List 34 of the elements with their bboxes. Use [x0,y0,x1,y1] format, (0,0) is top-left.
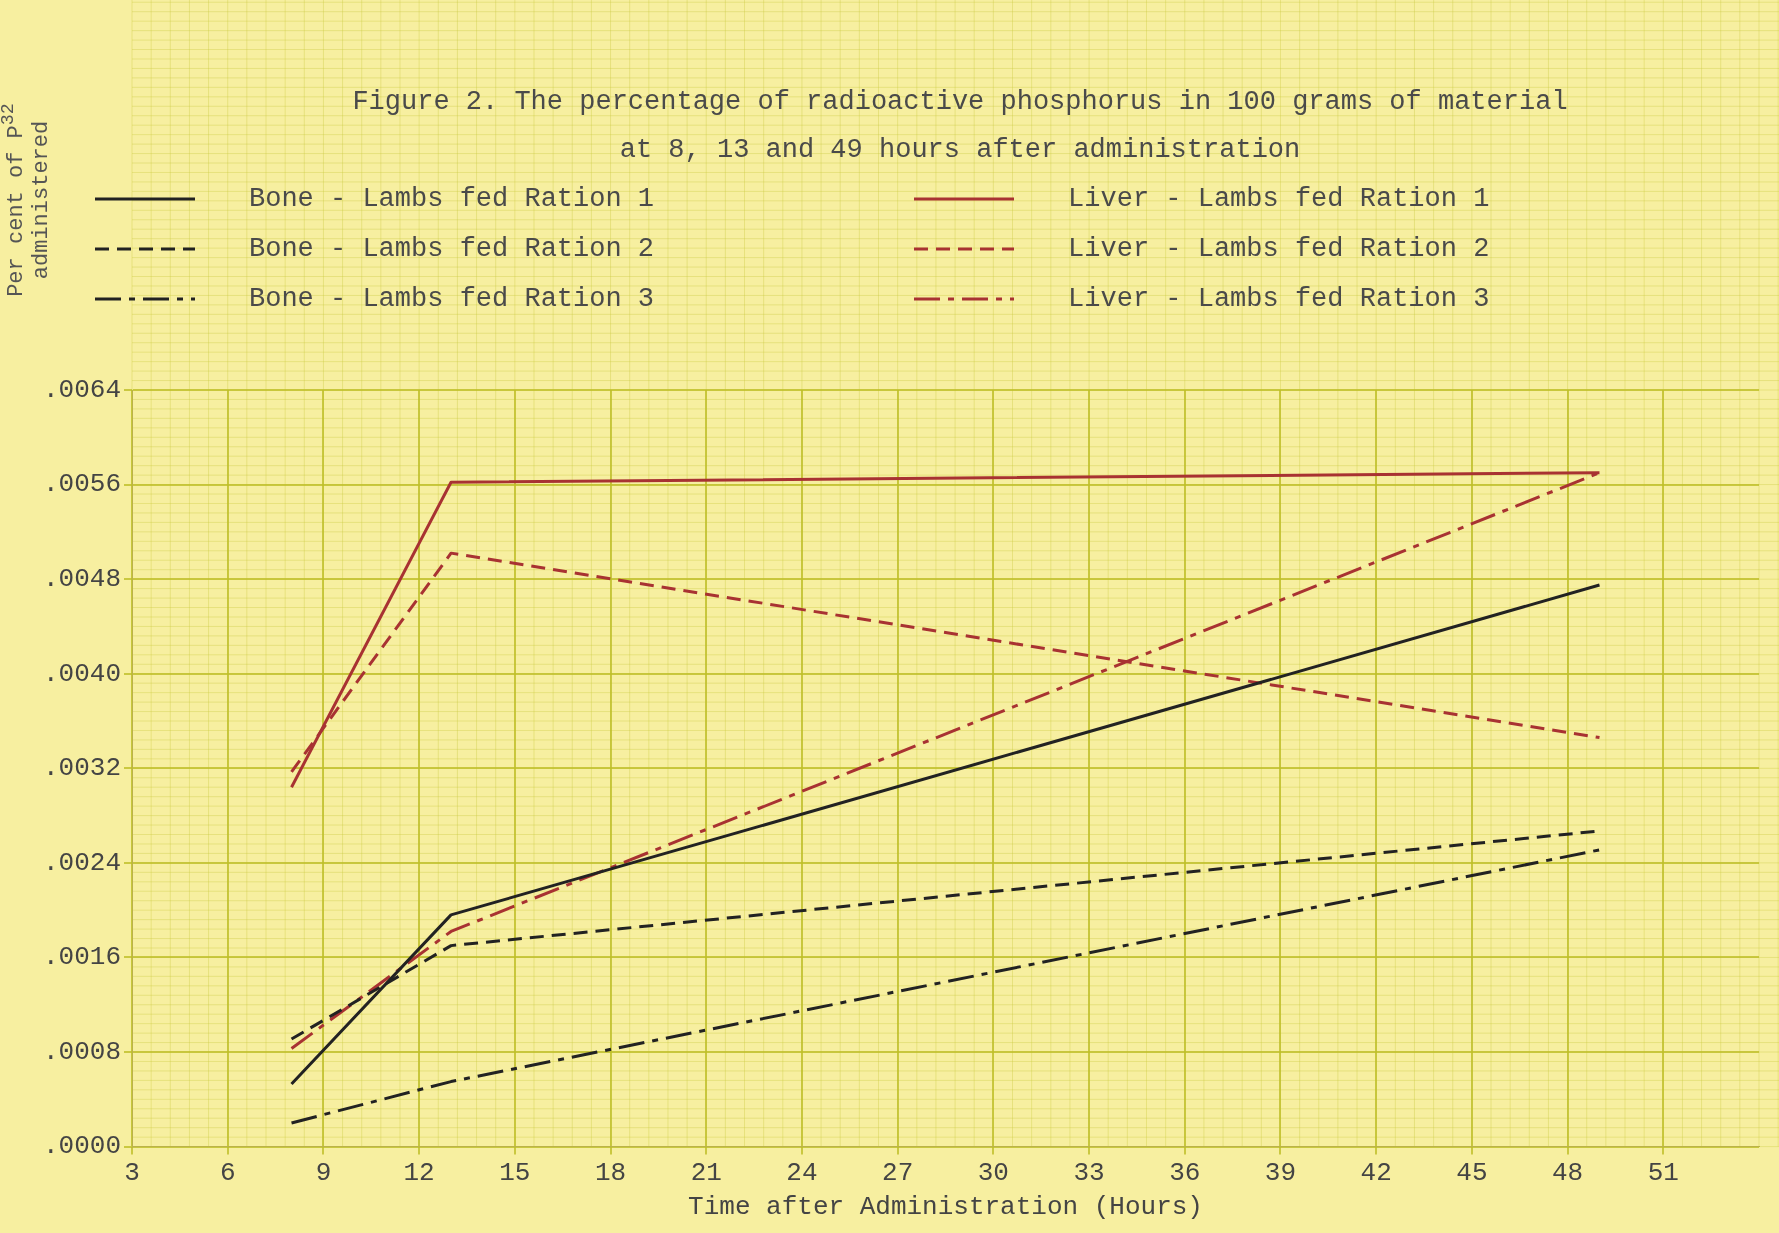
y-tick-label: .0032 [43,753,122,784]
x-axis-title: Time after Administration (Hours) [688,1192,1203,1223]
x-tick-label: 15 [499,1158,531,1189]
x-tick-label: 33 [1073,1158,1105,1189]
y-tick-label: .0048 [43,564,122,595]
y-tick-label: .0064 [43,374,122,405]
legend-label: Bone - Lambs fed Ration 3 [249,284,655,314]
x-tick-label: 30 [977,1158,1009,1189]
legend-label: Bone - Lambs fed Ration 2 [249,234,655,264]
x-tick-label: 12 [403,1158,435,1189]
y-tick-label: .0024 [43,847,122,878]
y-tick-label: .0008 [43,1036,122,1067]
chart-title: Figure 2. The percentage of radioactive phosphorus in 100 grams of material at 8, 13 and 49 hours after administration [351,86,1569,167]
x-tick-label: 27 [882,1158,914,1189]
y-tick-label: .0016 [43,942,122,973]
x-tick-label: 9 [315,1158,332,1189]
legend-label: Liver - Lambs fed Ration 2 [1068,234,1490,264]
y-tick-label: .0040 [43,658,122,689]
x-tick-label: 51 [1647,1158,1679,1189]
x-tick-label: 39 [1264,1158,1297,1189]
x-tick-label: 3 [124,1158,140,1189]
x-tick-label: 45 [1456,1158,1488,1189]
x-tick-label: 6 [219,1158,236,1189]
legend-label: Liver - Lambs fed Ration 3 [1068,284,1490,314]
x-tick-label: 42 [1360,1158,1392,1189]
x-tick-label: 21 [690,1158,722,1189]
x-tick-label: 48 [1551,1158,1584,1189]
x-tick-label: 18 [594,1158,627,1189]
x-tick-label: 24 [786,1158,818,1189]
y-tick-label: .0000 [43,1131,122,1162]
x-tick-label: 36 [1169,1158,1201,1189]
y-tick-label: .0056 [43,469,122,500]
legend-label: Liver - Lambs fed Ration 1 [1068,184,1490,214]
legend-label: Bone - Lambs fed Ration 1 [249,184,655,214]
